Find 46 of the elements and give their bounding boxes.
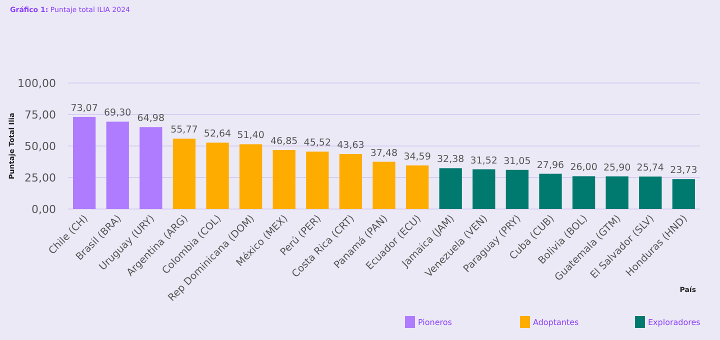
y-tick-label: 75,00 [24,108,56,122]
y-tick-label: 50,00 [24,140,56,153]
bar [672,179,696,209]
data-label: 31,05 [504,156,531,167]
bar [639,176,662,209]
data-label: 32,38 [436,154,464,166]
bar [439,168,462,209]
data-label: 64,98 [137,113,165,124]
bar [539,174,562,209]
data-label: 31,52 [470,155,498,166]
data-label: 73,07 [70,102,98,114]
data-label: 25,74 [636,162,664,174]
bar [206,142,229,209]
y-tick-label: 100,00 [18,77,56,90]
bar [572,176,596,209]
data-label: 25,90 [603,162,631,174]
data-label: 69,30 [104,108,132,119]
data-label: 46,85 [270,136,298,147]
data-label: 52,64 [204,128,232,140]
bar [172,138,196,209]
data-label: 43,63 [337,140,364,152]
bar [606,176,628,209]
legend-label: Pioneros [418,318,452,327]
data-label: 37,48 [370,148,398,159]
bar [306,152,329,209]
data-label: 55,77 [170,124,198,136]
y-tick-label: 25,00 [24,172,56,184]
bar [339,154,362,209]
bar [406,165,429,209]
data-label: 51,40 [237,130,264,142]
legend-label: Adoptantes [533,318,579,327]
bar [472,169,496,209]
bar [140,127,162,209]
bar [372,162,396,209]
data-label: 45,52 [304,138,332,149]
y-tick-label: 0,00 [32,203,56,216]
data-label: 23,73 [670,165,698,176]
data-label: 26,00 [570,162,598,174]
legend-label: Exploradores [648,318,700,327]
bar [72,116,96,209]
data-label: 27,96 [536,160,564,171]
bar [239,144,262,209]
bar [106,122,129,209]
bar [506,170,529,209]
bar [272,150,296,209]
data-label: 34,59 [404,151,431,162]
